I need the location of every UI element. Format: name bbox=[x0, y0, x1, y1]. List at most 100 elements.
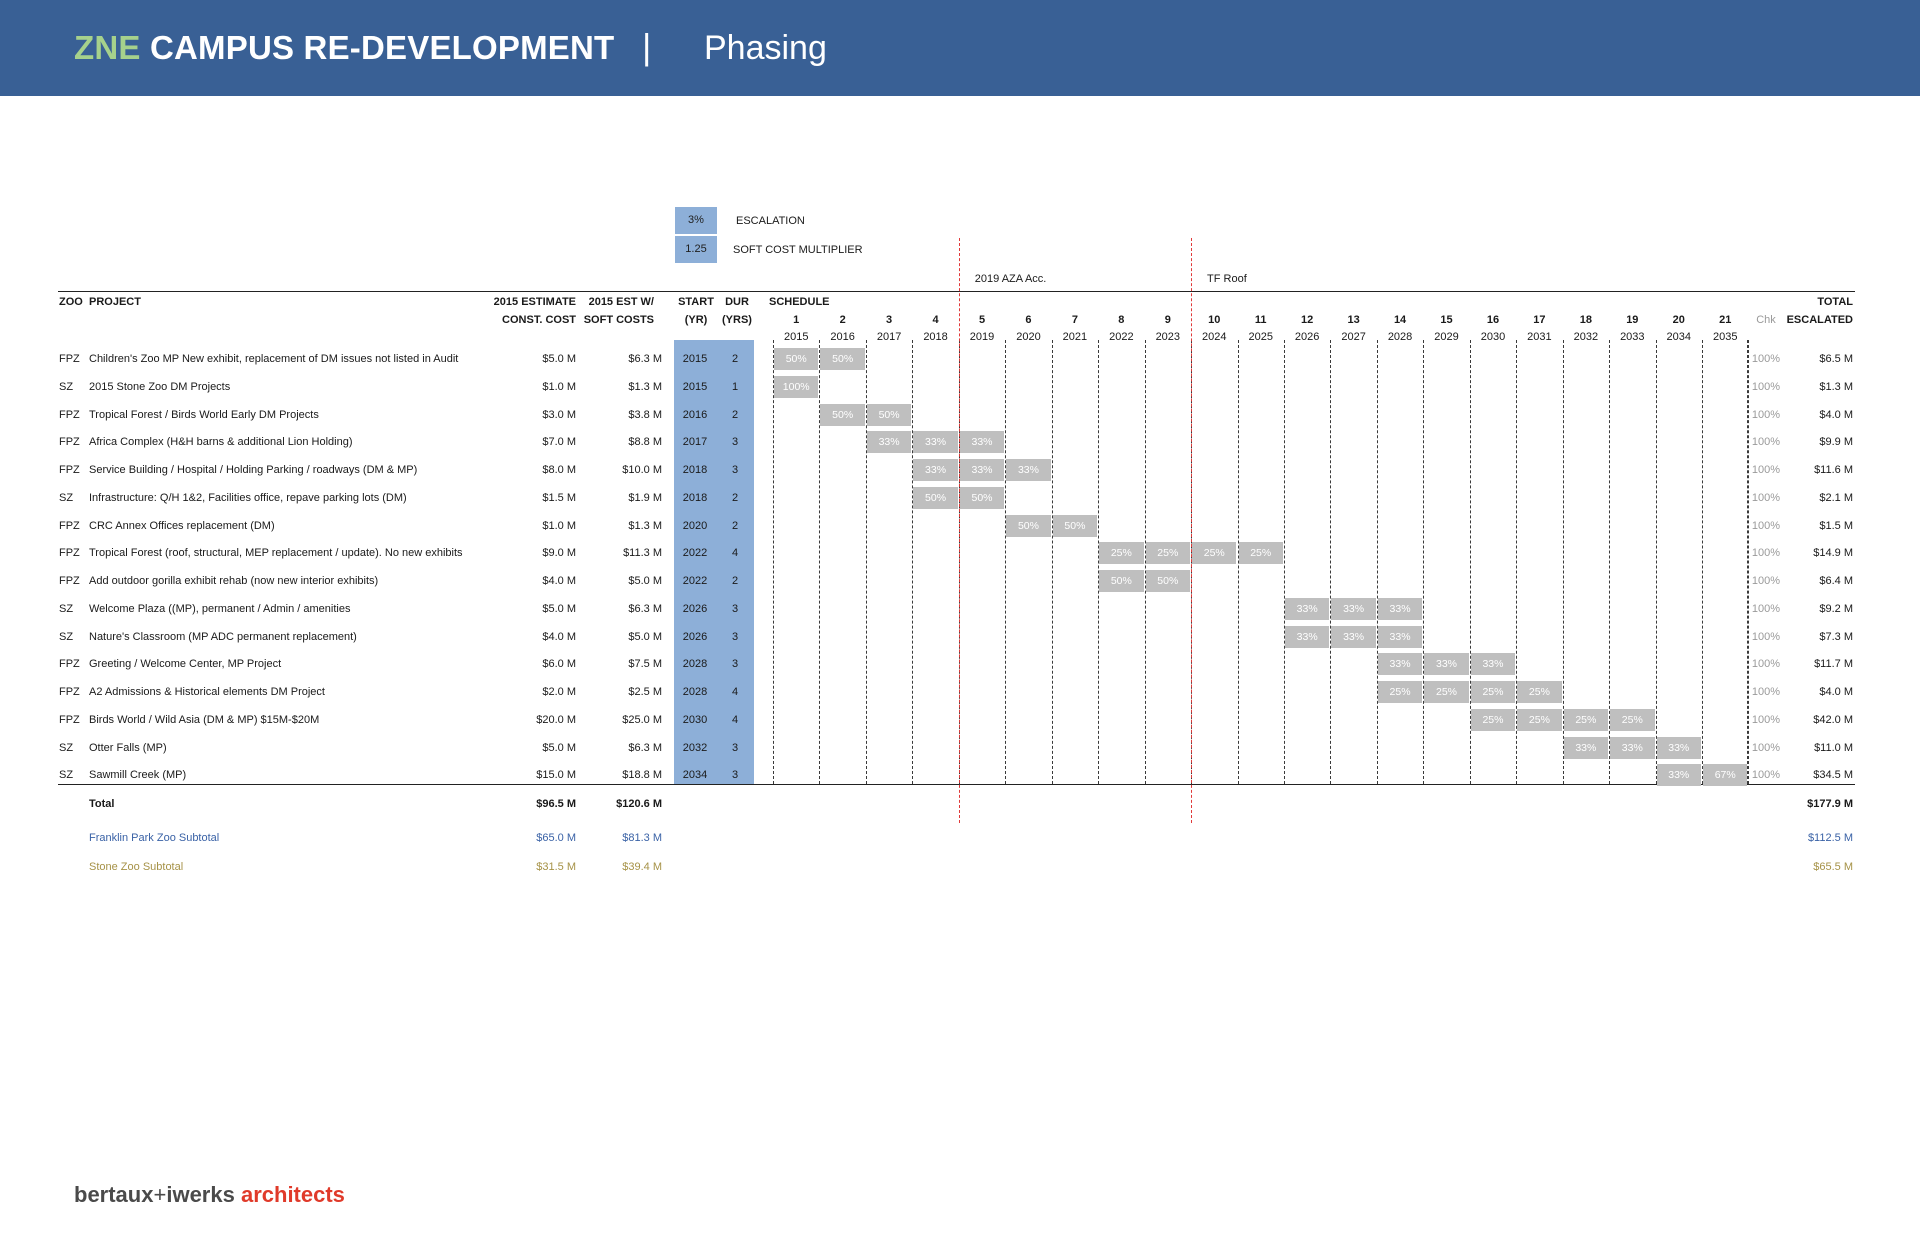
schedule-cell: 25% bbox=[1517, 708, 1562, 731]
schedule-number: 1 bbox=[793, 314, 800, 326]
row-chk: 100% bbox=[1751, 686, 1781, 698]
fpz-subtotal-label: Franklin Park Zoo Subtotal bbox=[89, 832, 220, 844]
row-soft-cost: $25.0 M bbox=[622, 713, 662, 726]
col-header-soft-line2: SOFT COSTS bbox=[583, 314, 654, 326]
chk-column-line bbox=[1747, 340, 1748, 784]
schedule-cell: 33% bbox=[1470, 653, 1516, 676]
row-zoo: SZ bbox=[59, 602, 74, 615]
row-soft-cost: $10.0 M bbox=[622, 464, 662, 476]
row-chk: 100% bbox=[1751, 547, 1781, 560]
marker-label: TF Roof bbox=[1207, 273, 1247, 285]
schedule-cell: 25% bbox=[1470, 708, 1516, 731]
schedule-cell: 50% bbox=[866, 403, 912, 426]
schedule-year: 2029 bbox=[1434, 331, 1459, 343]
schedule-cell: 33% bbox=[866, 431, 912, 454]
schedule-cell: 33% bbox=[1377, 653, 1423, 676]
row-soft-cost: $1.3 M bbox=[628, 519, 662, 532]
schedule-cell: 50% bbox=[774, 348, 819, 370]
row-total-escalated: $6.4 M bbox=[1819, 575, 1853, 587]
schedule-cell: 50% bbox=[1145, 570, 1191, 592]
row-cost: $3.0 M bbox=[542, 408, 576, 421]
col-header-start-line1: START bbox=[678, 296, 714, 308]
row-total-escalated: $4.0 M bbox=[1819, 408, 1853, 421]
row-cost: $1.5 M bbox=[542, 491, 576, 504]
row-project: Greeting / Welcome Center, MP Project bbox=[89, 658, 282, 671]
row-soft-cost: $6.3 M bbox=[628, 602, 662, 615]
schedule-year: 2015 bbox=[783, 331, 809, 343]
schedule-year: 2018 bbox=[923, 331, 948, 343]
schedule-number: 10 bbox=[1208, 314, 1221, 326]
schedule-number: 20 bbox=[1672, 314, 1685, 326]
row-duration: 3 bbox=[731, 436, 739, 449]
schedule-number: 11 bbox=[1254, 314, 1267, 326]
schedule-cell: 33% bbox=[913, 459, 958, 481]
schedule-year: 2023 bbox=[1155, 331, 1181, 343]
row-cost: $4.0 M bbox=[542, 630, 576, 643]
schedule-year: 2025 bbox=[1248, 331, 1273, 343]
schedule-column-line bbox=[912, 340, 914, 784]
schedule-number: 8 bbox=[1118, 314, 1125, 326]
row-start-year: 2026 bbox=[682, 602, 708, 615]
sz-subtotal-label: Stone Zoo Subtotal bbox=[89, 861, 184, 873]
schedule-column-line bbox=[1609, 340, 1611, 784]
row-zoo: FPZ bbox=[59, 658, 80, 671]
row-duration: 3 bbox=[731, 769, 739, 782]
row-soft-cost: $1.3 M bbox=[628, 380, 662, 393]
schedule-cell: 25% bbox=[1563, 708, 1609, 731]
schedule-year: 2033 bbox=[1620, 331, 1645, 343]
row-project: Otter Falls (MP) bbox=[89, 741, 167, 754]
row-duration: 3 bbox=[731, 464, 739, 476]
row-soft-cost: $2.5 M bbox=[628, 686, 662, 698]
row-cost: $1.0 M bbox=[542, 519, 576, 532]
row-duration: 3 bbox=[731, 630, 739, 643]
schedule-cell: 50% bbox=[1006, 514, 1051, 537]
page-title: ZNE CAMPUS RE-DEVELOPMENT bbox=[74, 29, 614, 67]
soft-cost-multiplier-value: 1.25 bbox=[675, 236, 717, 263]
row-zoo: FPZ bbox=[59, 436, 80, 449]
sz-subtotal-escalated: $65.5 M bbox=[1813, 861, 1853, 873]
start-column-fill bbox=[674, 340, 716, 784]
row-total-escalated: $11.0 M bbox=[1814, 741, 1853, 754]
schedule-cell: 25% bbox=[1610, 708, 1655, 731]
row-cost: $5.0 M bbox=[542, 602, 576, 615]
schedule-column-line bbox=[1376, 340, 1378, 784]
escalation-value: 3% bbox=[675, 207, 717, 234]
row-soft-cost: $6.3 M bbox=[628, 741, 662, 754]
row-project: CRC Annex Offices replacement (DM) bbox=[89, 519, 275, 532]
col-header-chk: Chk bbox=[1756, 314, 1776, 326]
schedule-column-line bbox=[1423, 340, 1425, 784]
row-start-year: 2028 bbox=[682, 686, 708, 698]
table-top-rule bbox=[58, 291, 1855, 292]
row-duration: 3 bbox=[731, 658, 739, 671]
row-zoo: SZ bbox=[59, 491, 74, 504]
row-chk: 100% bbox=[1751, 436, 1781, 449]
col-header-project: PROJECT bbox=[89, 296, 141, 308]
schedule-cell: 50% bbox=[959, 486, 1005, 509]
schedule-cell: 33% bbox=[1656, 736, 1701, 759]
row-project: A2 Admissions & Historical elements DM P… bbox=[89, 686, 325, 698]
fpz-subtotal-soft: $81.3 M bbox=[622, 832, 662, 844]
row-start-year: 2020 bbox=[682, 519, 708, 532]
row-zoo: SZ bbox=[59, 380, 74, 393]
schedule-number: 17 bbox=[1533, 314, 1546, 326]
row-soft-cost: $18.8 M bbox=[622, 769, 662, 782]
row-chk: 100% bbox=[1751, 713, 1781, 726]
schedule-cell: 25% bbox=[1238, 542, 1283, 565]
schedule-number: 9 bbox=[1164, 314, 1171, 326]
row-total-escalated: $9.2 M bbox=[1819, 602, 1853, 615]
row-duration: 1 bbox=[731, 380, 739, 393]
total-label: Total bbox=[89, 798, 115, 810]
schedule-cell: 50% bbox=[820, 403, 865, 426]
row-zoo: FPZ bbox=[59, 547, 80, 560]
row-project: Children's Zoo MP New exhibit, replaceme… bbox=[89, 353, 459, 365]
schedule-year: 2024 bbox=[1202, 331, 1227, 343]
total-cost: $96.5 M bbox=[536, 798, 576, 810]
schedule-column-line bbox=[1098, 340, 1100, 784]
schedule-cell: 25% bbox=[1424, 681, 1469, 703]
schedule-column-line bbox=[1330, 340, 1332, 784]
col-header-start-line2: (YR) bbox=[684, 314, 708, 326]
row-soft-cost: $6.3 M bbox=[628, 353, 662, 365]
schedule-cell: 33% bbox=[959, 459, 1005, 481]
row-zoo: FPZ bbox=[59, 575, 80, 587]
row-soft-cost: $3.8 M bbox=[628, 408, 662, 421]
